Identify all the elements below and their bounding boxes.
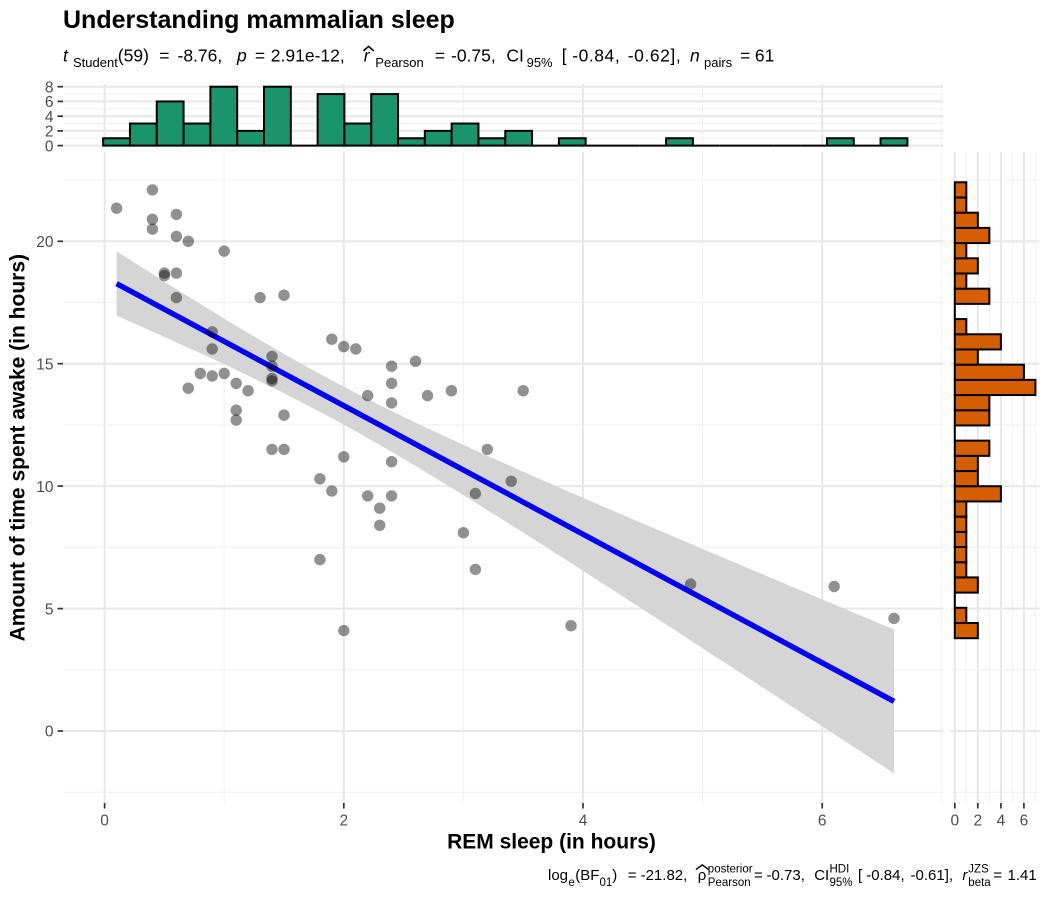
svg-text:2: 2 bbox=[339, 812, 348, 829]
svg-text:=: = bbox=[993, 867, 1002, 884]
svg-text:-8.76,: -8.76, bbox=[178, 45, 223, 65]
svg-text:6: 6 bbox=[818, 812, 827, 829]
svg-text:0: 0 bbox=[100, 812, 109, 829]
svg-text:5: 5 bbox=[45, 601, 54, 618]
svg-text:-0.84,: -0.84, bbox=[866, 867, 904, 884]
svg-text:Amount of time spent awake (in: Amount of time spent awake (in hours) bbox=[6, 254, 29, 641]
svg-text:4: 4 bbox=[579, 812, 588, 829]
svg-text:8: 8 bbox=[45, 79, 54, 96]
svg-text:61: 61 bbox=[755, 45, 774, 65]
svg-text:CI: CI bbox=[506, 45, 524, 65]
svg-text:t: t bbox=[63, 45, 69, 65]
svg-text:=: = bbox=[628, 867, 637, 884]
svg-text:2.91e-12,: 2.91e-12, bbox=[271, 45, 345, 65]
svg-text:p: p bbox=[236, 45, 247, 65]
svg-text:15: 15 bbox=[36, 356, 53, 373]
svg-text:Student: Student bbox=[73, 55, 118, 70]
svg-text:20: 20 bbox=[36, 234, 54, 251]
svg-text:e: e bbox=[568, 877, 574, 889]
svg-text:=: = bbox=[740, 45, 750, 65]
svg-text:): ) bbox=[612, 867, 617, 884]
svg-text:ρ: ρ bbox=[698, 867, 707, 884]
svg-text:95%: 95% bbox=[527, 55, 553, 70]
svg-text:6: 6 bbox=[1020, 812, 1029, 829]
svg-text:[: [ bbox=[858, 867, 863, 884]
svg-text:posterior: posterior bbox=[708, 864, 753, 876]
svg-text:2: 2 bbox=[45, 124, 54, 141]
svg-text:-0.61],: -0.61], bbox=[911, 867, 954, 884]
svg-text:10: 10 bbox=[36, 479, 54, 496]
svg-text:r: r bbox=[364, 45, 371, 65]
svg-text:=: = bbox=[754, 867, 763, 884]
svg-text:Understanding mammalian sleep: Understanding mammalian sleep bbox=[63, 6, 455, 34]
svg-text:4: 4 bbox=[997, 812, 1006, 829]
svg-text:(59): (59) bbox=[118, 45, 149, 65]
svg-text:n: n bbox=[690, 45, 700, 65]
svg-text:REM sleep (in hours): REM sleep (in hours) bbox=[447, 831, 656, 854]
svg-text:(BF: (BF bbox=[575, 867, 599, 884]
svg-text:-0.62],: -0.62], bbox=[628, 45, 681, 65]
svg-text:1.41: 1.41 bbox=[1008, 867, 1037, 884]
svg-text:01: 01 bbox=[600, 877, 613, 889]
svg-text:HDI: HDI bbox=[830, 864, 850, 876]
svg-text:r: r bbox=[962, 867, 968, 884]
svg-text:pairs: pairs bbox=[704, 55, 733, 70]
svg-text:CI: CI bbox=[814, 867, 829, 884]
svg-text:=: = bbox=[435, 45, 445, 65]
svg-text:0: 0 bbox=[950, 812, 959, 829]
svg-text:2: 2 bbox=[973, 812, 982, 829]
svg-text:log: log bbox=[548, 867, 568, 884]
svg-text:-0.75,: -0.75, bbox=[451, 45, 496, 65]
svg-text:Pearson: Pearson bbox=[708, 877, 751, 889]
svg-text:=: = bbox=[159, 45, 169, 65]
svg-text:Pearson: Pearson bbox=[375, 55, 423, 70]
svg-text:=: = bbox=[255, 45, 265, 65]
svg-text:beta: beta bbox=[968, 877, 991, 889]
svg-text:0: 0 bbox=[45, 724, 54, 741]
svg-text:-21.82,: -21.82, bbox=[641, 867, 688, 884]
svg-text:-0.73,: -0.73, bbox=[767, 867, 805, 884]
svg-text:6: 6 bbox=[45, 94, 54, 111]
svg-text:JZS: JZS bbox=[968, 864, 989, 876]
svg-text:4: 4 bbox=[45, 109, 54, 126]
svg-text:[: [ bbox=[562, 45, 567, 65]
svg-text:95%: 95% bbox=[830, 877, 853, 889]
svg-text:0: 0 bbox=[45, 138, 54, 155]
svg-text:-0.84,: -0.84, bbox=[572, 45, 620, 65]
